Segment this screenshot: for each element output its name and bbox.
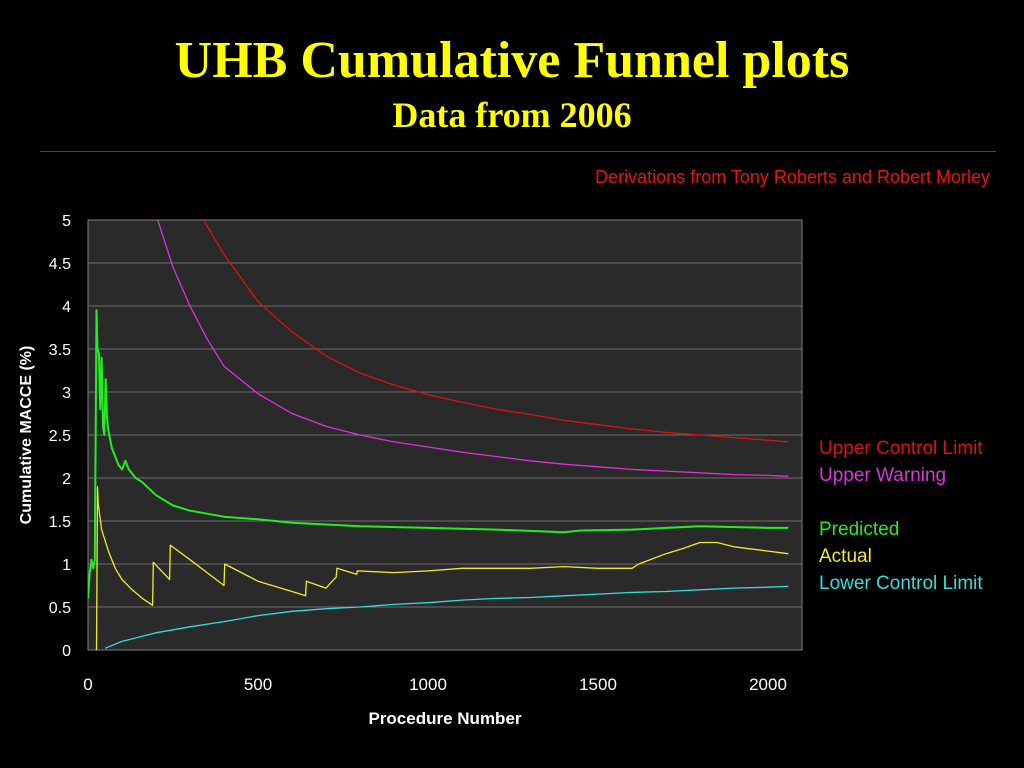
- y-tick-label: 5: [62, 213, 71, 230]
- y-axis-label: Cumulative MACCE (%): [18, 346, 35, 525]
- legend-entry-actual: Actual: [819, 546, 872, 567]
- y-tick-label: 1.5: [49, 514, 71, 531]
- x-tick-label: 1500: [579, 675, 617, 694]
- legend-entry-upper-warning: Upper Warning: [819, 465, 947, 486]
- series-line-lower-control-limit: [104, 585, 789, 649]
- legend-entry-lower-control-limit: Lower Control Limit: [819, 573, 983, 594]
- y-tick-label: 0.5: [49, 600, 71, 617]
- page-title: UHB Cumulative Funnel plots: [174, 32, 850, 89]
- y-tick-label: 2: [62, 471, 71, 488]
- x-tick-label: 2000: [749, 675, 787, 694]
- series-line-actual: [95, 485, 789, 650]
- title-divider: [40, 151, 996, 152]
- y-tick-label: 1: [62, 557, 71, 574]
- series-line-upper-warning: [157, 220, 789, 477]
- series-line-predicted: [88, 309, 789, 599]
- y-tick-label: 0: [62, 643, 71, 660]
- y-tick-label: 4: [62, 299, 71, 316]
- chart-legend: Upper Control Limit Upper Warning Predic…: [819, 435, 983, 597]
- y-tick-label: 3: [62, 385, 71, 402]
- page-subtitle: Data from 2006: [392, 95, 632, 135]
- page-title-block: UHB Cumulative Funnel plots Data from 20…: [0, 30, 1024, 138]
- y-tick-label: 3.5: [49, 342, 71, 359]
- series-line-upper-control-limit: [203, 220, 789, 443]
- x-tick-label: 500: [244, 675, 272, 694]
- y-tick-label: 2.5: [49, 428, 71, 445]
- credit-text: Derivations from Tony Roberts and Robert…: [595, 167, 990, 187]
- legend-spacer: [819, 489, 983, 516]
- legend-entry-upper-control-limit: Upper Control Limit: [819, 438, 983, 459]
- x-axis-label: Procedure Number: [368, 709, 521, 728]
- legend-entry-predicted: Predicted: [819, 519, 900, 540]
- y-tick-label: 4.5: [49, 256, 71, 273]
- x-tick-label: 1000: [409, 675, 447, 694]
- plot-border: [87, 219, 803, 651]
- x-tick-label: 0: [83, 675, 92, 694]
